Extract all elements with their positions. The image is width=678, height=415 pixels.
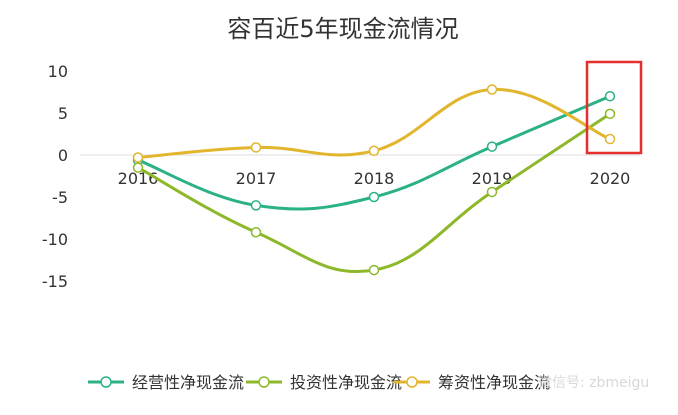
legend-item: 经营性净现金流 bbox=[88, 373, 244, 392]
x-tick-label: 2019 bbox=[472, 169, 513, 188]
x-tick-label: 2020 bbox=[590, 169, 631, 188]
highlight-layer bbox=[585, 60, 643, 155]
series-group bbox=[132, 108, 616, 276]
series-group bbox=[132, 90, 616, 211]
data-point bbox=[486, 141, 498, 152]
legend-label: 投资性净现金流 bbox=[290, 373, 402, 392]
data-point bbox=[250, 200, 262, 211]
y-tick-label: -15 bbox=[42, 272, 68, 291]
series-layer bbox=[132, 84, 616, 276]
highlight-box bbox=[585, 60, 643, 155]
data-point bbox=[132, 152, 144, 163]
data-point bbox=[604, 108, 616, 120]
legend-swatch-marker bbox=[406, 376, 418, 388]
series-group bbox=[132, 84, 616, 163]
y-tick-label: -10 bbox=[42, 230, 68, 249]
legend-swatch-marker bbox=[258, 376, 270, 388]
legend-label: 筹资性净现金流 bbox=[438, 373, 550, 392]
data-point bbox=[250, 227, 262, 238]
x-tick-label: 2018 bbox=[354, 169, 395, 188]
data-point bbox=[132, 162, 144, 173]
x-tick-label: 2017 bbox=[236, 169, 277, 188]
data-point bbox=[604, 90, 616, 102]
legend: 经营性净现金流 投资性净现金流 筹资性净现金流 bbox=[88, 373, 550, 392]
legend-label: 经营性净现金流 bbox=[132, 373, 244, 392]
data-point bbox=[250, 142, 262, 153]
data-point bbox=[368, 264, 380, 276]
legend-item: 筹资性净现金流 bbox=[394, 373, 550, 392]
chart-title: 容百近5年现金流情况 bbox=[227, 15, 458, 43]
legend-item: 投资性净现金流 bbox=[246, 373, 402, 392]
legend-swatch-marker bbox=[100, 376, 112, 388]
data-point bbox=[604, 133, 616, 145]
y-tick-label: 10 bbox=[48, 62, 68, 81]
y-tick-label: -5 bbox=[52, 188, 68, 207]
watermark-text: 微信号: zbmeigu bbox=[538, 375, 650, 391]
data-point bbox=[486, 84, 498, 95]
y-tick-label: 0 bbox=[58, 146, 68, 165]
data-point bbox=[486, 186, 498, 198]
data-point bbox=[368, 191, 380, 203]
data-point bbox=[368, 145, 380, 157]
y-tick-label: 5 bbox=[58, 104, 68, 123]
